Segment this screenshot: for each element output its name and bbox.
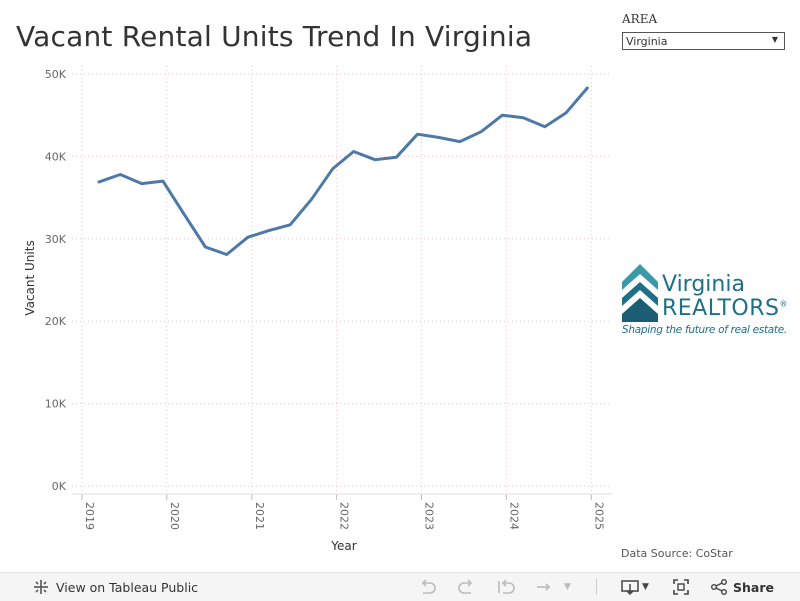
axis-layer: 0K 10K 20K 30K 40K 50K 2019 2020 2021 2022 2023 202… <box>45 68 612 530</box>
fullscreen-button[interactable] <box>672 573 690 601</box>
x-tick-label: 2021 <box>253 502 266 530</box>
y-axis-title: Vacant Units <box>23 240 37 315</box>
house-logo-icon <box>622 264 658 322</box>
x-tick-label: 2020 <box>168 502 181 530</box>
revert-button[interactable] <box>496 573 516 601</box>
revert-icon <box>496 578 516 596</box>
logo-word-virginia: Virginia <box>662 272 745 297</box>
x-tick-label: 2025 <box>592 502 605 530</box>
toolbar-divider <box>596 579 597 595</box>
x-axis-title: Year <box>330 539 356 553</box>
area-filter-dropdown[interactable]: Virginia ▼ <box>622 32 785 50</box>
grid-layer <box>72 66 612 494</box>
view-on-tableau-label: View on Tableau Public <box>56 579 199 595</box>
download-icon <box>620 578 640 596</box>
series-line <box>97 86 589 256</box>
share-label: Share <box>733 579 774 595</box>
dropdown-arrow-icon: ▼ <box>771 35 778 44</box>
chevron-down-icon: ▼ <box>642 582 649 592</box>
y-tick-label: 40K <box>45 150 67 163</box>
x-tick-label: 2019 <box>83 502 96 530</box>
x-tick-label: 2022 <box>338 502 351 530</box>
refresh-button[interactable] <box>534 573 554 601</box>
y-tick-label: 10K <box>45 398 67 411</box>
logo-word-realtors: REALTORS® <box>662 296 788 321</box>
share-icon <box>710 578 728 596</box>
share-button[interactable]: Share <box>710 573 774 601</box>
chevron-down-icon: ▼ <box>564 582 571 592</box>
virginia-realtors-logo: Virginia REALTORS® Shaping the future of… <box>620 260 790 340</box>
x-tick-label: 2024 <box>507 502 520 530</box>
fullscreen-icon <box>672 578 690 596</box>
x-tick-label: 2023 <box>422 502 435 530</box>
data-source-note: Data Source: CoStar <box>621 547 733 560</box>
y-tick-label: 50K <box>45 68 67 81</box>
y-tick-label: 0K <box>52 480 67 493</box>
line-chart: 0K 10K 20K 30K 40K 50K 2019 2020 2021 2022 2023 202… <box>23 66 612 553</box>
y-tick-label: 20K <box>45 315 67 328</box>
redo-icon <box>456 578 476 596</box>
tableau-logo-icon <box>32 578 50 596</box>
area-filter-label: AREA <box>622 12 658 26</box>
download-button[interactable]: ▼ <box>620 573 649 601</box>
chart-title: Vacant Rental Units Trend In Virginia <box>16 20 533 53</box>
undo-button[interactable] <box>418 573 438 601</box>
y-tick-label: 30K <box>45 233 67 246</box>
logo-tagline: Shaping the future of real estate. <box>622 324 787 336</box>
refresh-icon <box>534 578 554 596</box>
undo-icon <box>418 578 438 596</box>
refresh-menu-button[interactable]: ▼ <box>564 573 571 601</box>
redo-button[interactable] <box>456 573 476 601</box>
view-on-tableau-public-button[interactable]: View on Tableau Public <box>32 573 198 601</box>
area-filter-value: Virginia <box>626 35 668 48</box>
tableau-toolbar: View on Tableau Public ▼ ▼ <box>0 572 800 601</box>
